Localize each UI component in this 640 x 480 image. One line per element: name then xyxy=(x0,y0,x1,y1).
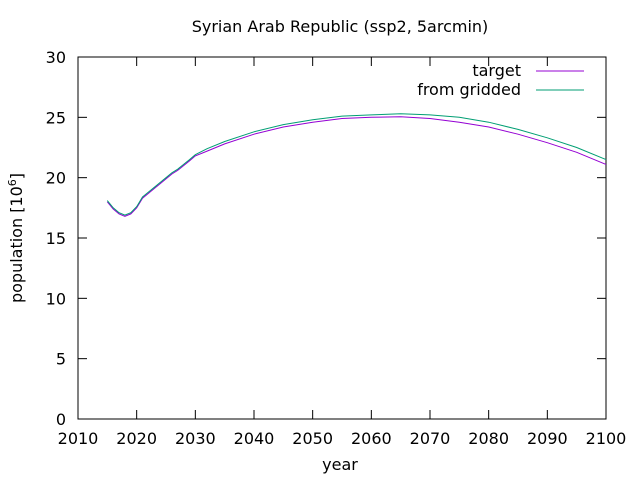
chart-title: Syrian Arab Republic (ssp2, 5arcmin) xyxy=(192,17,489,36)
y-tick-label: 30 xyxy=(46,48,66,67)
x-axis-label: year xyxy=(322,455,358,474)
y-tick-label: 20 xyxy=(46,169,66,188)
y-tick-label: 25 xyxy=(46,108,66,127)
y-axis-label-text: population [10 xyxy=(7,186,26,303)
y-tick-label: 10 xyxy=(46,289,66,308)
y-axis-label: population [106] xyxy=(6,173,26,303)
series-lines xyxy=(106,113,607,217)
x-tick-label: 2050 xyxy=(292,429,333,448)
x-tick-label: 2010 xyxy=(58,429,99,448)
y-axis: 0 5 10 15 20 25 30 xyxy=(46,48,606,429)
x-tick-label: 2020 xyxy=(116,429,157,448)
series-line-0 xyxy=(106,116,607,217)
legend-label: from gridded xyxy=(417,80,521,99)
y-tick-label: 15 xyxy=(46,229,66,248)
y-axis-label-exponent: 6 xyxy=(6,179,19,186)
y-axis-label-end: ] xyxy=(7,173,26,179)
x-tick-label: 2080 xyxy=(468,429,509,448)
series-line-1 xyxy=(106,113,607,216)
plot-border xyxy=(77,56,607,420)
x-axis: 2010 2020 2030 2040 2050 2060 2070 2080 2090 2100 xyxy=(58,57,627,448)
x-tick-label: 2090 xyxy=(527,429,568,448)
y-tick-label: 0 xyxy=(56,410,66,429)
x-tick-label: 2060 xyxy=(351,429,392,448)
x-tick-label: 2070 xyxy=(410,429,451,448)
x-tick-label: 2030 xyxy=(175,429,216,448)
y-tick-label: 5 xyxy=(56,350,66,369)
x-tick-label: 2040 xyxy=(234,429,275,448)
legend-label: target xyxy=(472,61,521,80)
x-tick-label: 2100 xyxy=(586,429,627,448)
plot-frame xyxy=(77,56,607,420)
